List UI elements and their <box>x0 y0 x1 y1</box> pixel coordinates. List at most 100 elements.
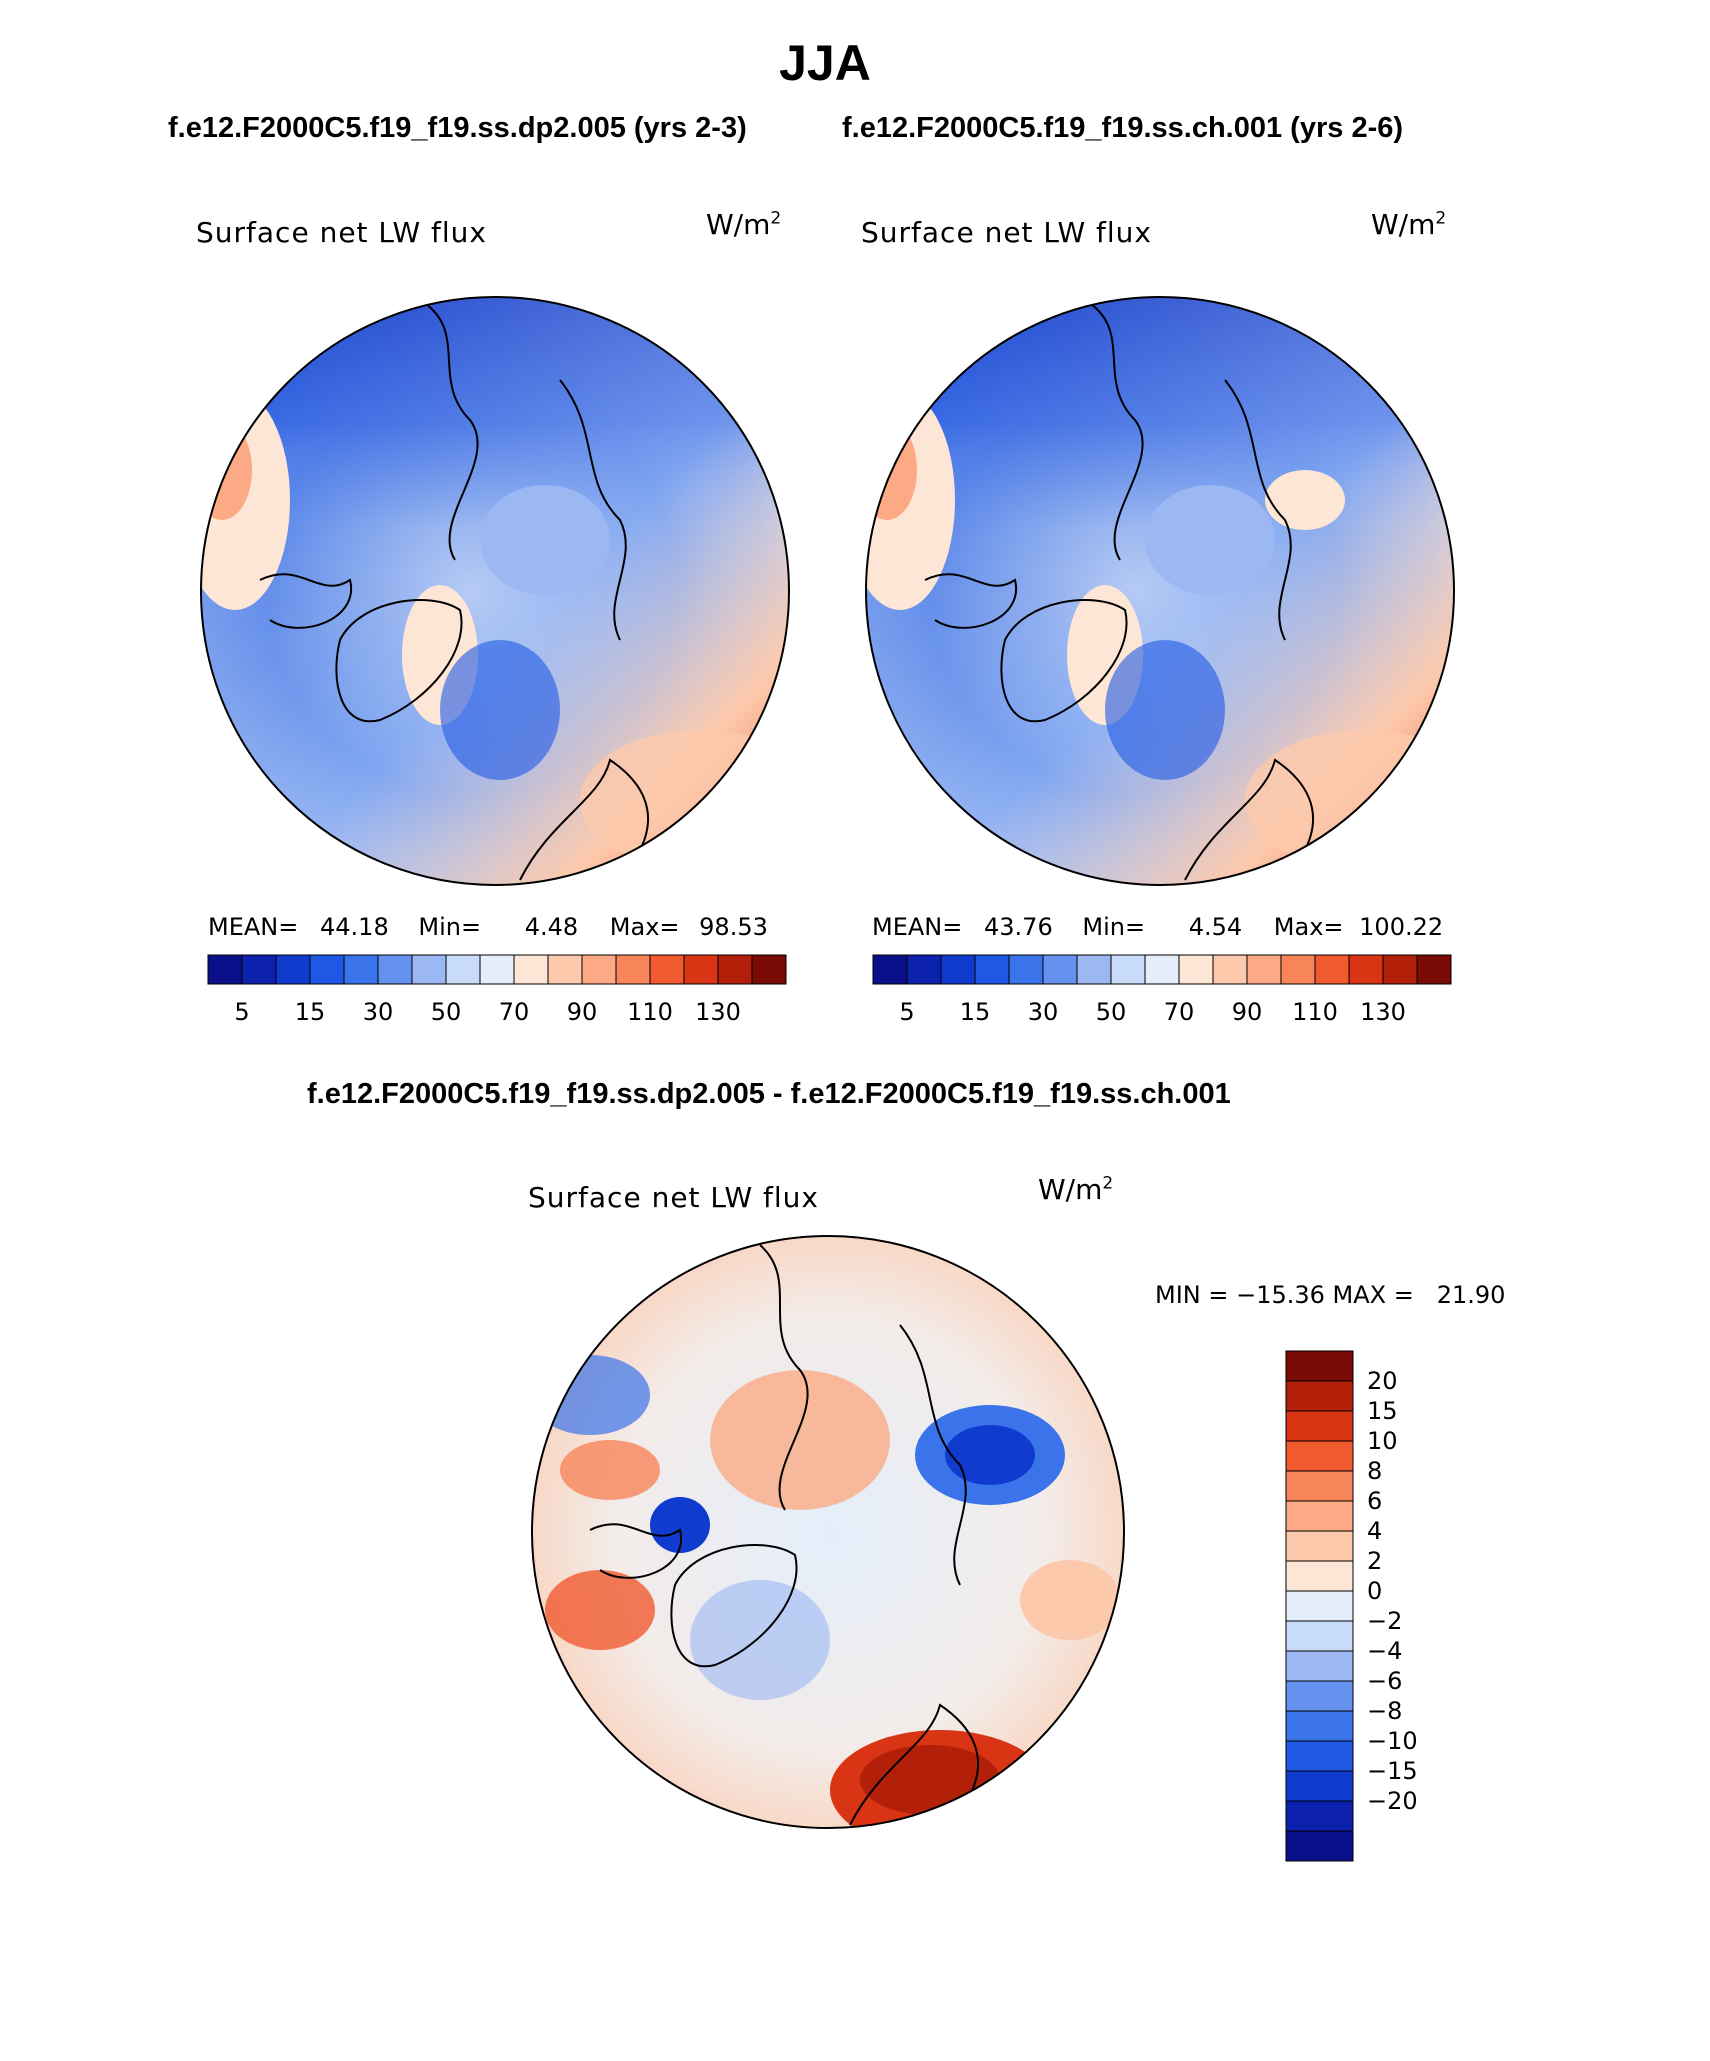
colorbar-box <box>275 954 311 985</box>
colorbar-box <box>872 954 908 985</box>
colorbar-box <box>1042 954 1078 985</box>
colorbar-box <box>974 954 1010 985</box>
units-text: W/m <box>706 208 771 241</box>
units-exponent: 2 <box>1102 1173 1114 1194</box>
colorbar-tick-label: 110 <box>627 998 673 1026</box>
variable-label-left: Surface net LW flux <box>196 216 487 249</box>
colorbar-tick-label: 90 <box>567 998 598 1026</box>
colorbar-box <box>1280 954 1316 985</box>
stats-left: MEAN= 44.18 Min= 4.48 Max= 98.53 <box>208 913 768 941</box>
colorbar-box <box>1110 954 1146 985</box>
colorbar-tick-label: −8 <box>1367 1697 1402 1725</box>
units-label-left: W/m2 <box>706 208 781 241</box>
colorbar-box <box>1212 954 1248 985</box>
colorbar-tick-label: 50 <box>1096 998 1127 1026</box>
stats-right: MEAN= 43.76 Min= 4.54 Max= 100.22 <box>872 913 1443 941</box>
colorbar-box <box>1314 954 1350 985</box>
colorbar-left: 5 15 30 50 70 90 110 130 <box>207 954 787 1026</box>
units-label-right: W/m2 <box>1371 208 1446 241</box>
colorbar-box <box>1285 1530 1354 1562</box>
mean-value: 44.18 <box>320 913 389 941</box>
colorbar-box <box>1348 954 1384 985</box>
colorbar-box <box>1144 954 1180 985</box>
polar-map-right <box>865 296 1455 886</box>
max-value: 98.53 <box>699 913 768 941</box>
colorbar-tick-label: −20 <box>1367 1787 1418 1815</box>
colorbar-box <box>1285 1830 1354 1862</box>
colorbar-tick-label: 5 <box>234 998 249 1026</box>
min-label: Min= <box>418 913 482 941</box>
units-exponent: 2 <box>770 208 782 229</box>
colorbar-tick-label: 10 <box>1367 1427 1398 1455</box>
colorbar-tick-label: 130 <box>1360 998 1406 1026</box>
mean-label: MEAN= <box>872 913 963 941</box>
colorbar-box <box>1285 1380 1354 1412</box>
min-value: 4.54 <box>1188 913 1243 941</box>
polar-map-difference <box>531 1235 1125 1829</box>
mean-label: MEAN= <box>208 913 299 941</box>
colorbar-box <box>906 954 942 985</box>
colorbar-box <box>377 954 413 985</box>
colorbar-box <box>1285 1440 1354 1472</box>
colorbar-tick-label: 30 <box>1028 998 1059 1026</box>
min-value: 4.48 <box>524 913 579 941</box>
colorbar-box <box>1285 1740 1354 1772</box>
colorbar-tick-label: −2 <box>1367 1607 1402 1635</box>
colorbar-box <box>241 954 277 985</box>
colorbar-box <box>751 954 787 985</box>
colorbar-tick-label: 70 <box>499 998 530 1026</box>
colorbar-box <box>683 954 719 985</box>
colorbar-box <box>1076 954 1112 985</box>
colorbar-box <box>1285 1590 1354 1622</box>
colorbar-box <box>513 954 549 985</box>
colorbar-tick-label: 15 <box>1367 1397 1398 1425</box>
colorbar-box <box>1008 954 1044 985</box>
colorbar-box <box>1285 1620 1354 1652</box>
colorbar-box <box>1285 1500 1354 1532</box>
units-text: W/m <box>1371 208 1436 241</box>
colorbar-tick-label: −10 <box>1367 1727 1418 1755</box>
colorbar-tick-label: 20 <box>1367 1367 1398 1395</box>
colorbar-box <box>649 954 685 985</box>
colorbar-tick-label: 6 <box>1367 1487 1382 1515</box>
colorbar-tick-label: 90 <box>1232 998 1263 1026</box>
colorbar-tick-label: 130 <box>695 998 741 1026</box>
units-label-diff: W/m2 <box>1038 1173 1113 1206</box>
units-exponent: 2 <box>1435 208 1447 229</box>
colorbar-box <box>445 954 481 985</box>
min-label: Min= <box>1082 913 1146 941</box>
variable-label-diff: Surface net LW flux <box>528 1181 819 1214</box>
mean-value: 43.76 <box>984 913 1053 941</box>
colorbar-box <box>1285 1770 1354 1802</box>
colorbar-box <box>547 954 583 985</box>
colorbar-tick-label: 70 <box>1164 998 1195 1026</box>
difference-label: f.e12.F2000C5.f19_f19.ss.dp2.005 - f.e12… <box>307 1078 1231 1110</box>
colorbar-box <box>1285 1680 1354 1712</box>
colorbar-box <box>717 954 753 985</box>
colorbar-right: 5 15 30 50 70 90 110 130 <box>872 954 1452 1026</box>
max-value: 100.22 <box>1359 913 1444 941</box>
max-label: Max= <box>1273 913 1344 941</box>
colorbar-box <box>479 954 515 985</box>
colorbar-box <box>411 954 447 985</box>
colorbar-box <box>1285 1800 1354 1832</box>
colorbar-box <box>1285 1470 1354 1502</box>
colorbar-box <box>1285 1410 1354 1442</box>
colorbar-box <box>1285 1710 1354 1742</box>
colorbar-box <box>615 954 651 985</box>
polar-map-left <box>200 296 790 886</box>
colorbar-box <box>1285 1350 1354 1382</box>
colorbar-box <box>581 954 617 985</box>
colorbar-tick-label: 110 <box>1292 998 1338 1026</box>
colorbar-tick-label: 8 <box>1367 1457 1382 1485</box>
colorbar-box <box>940 954 976 985</box>
colorbar-box <box>1285 1560 1354 1592</box>
colorbar-tick-label: 50 <box>431 998 462 1026</box>
colorbar-box <box>1416 954 1452 985</box>
colorbar-tick-label: 30 <box>363 998 394 1026</box>
colorbar-tick-label: −6 <box>1367 1667 1402 1695</box>
colorbar-tick-label: 4 <box>1367 1517 1382 1545</box>
colorbar-box <box>343 954 379 985</box>
